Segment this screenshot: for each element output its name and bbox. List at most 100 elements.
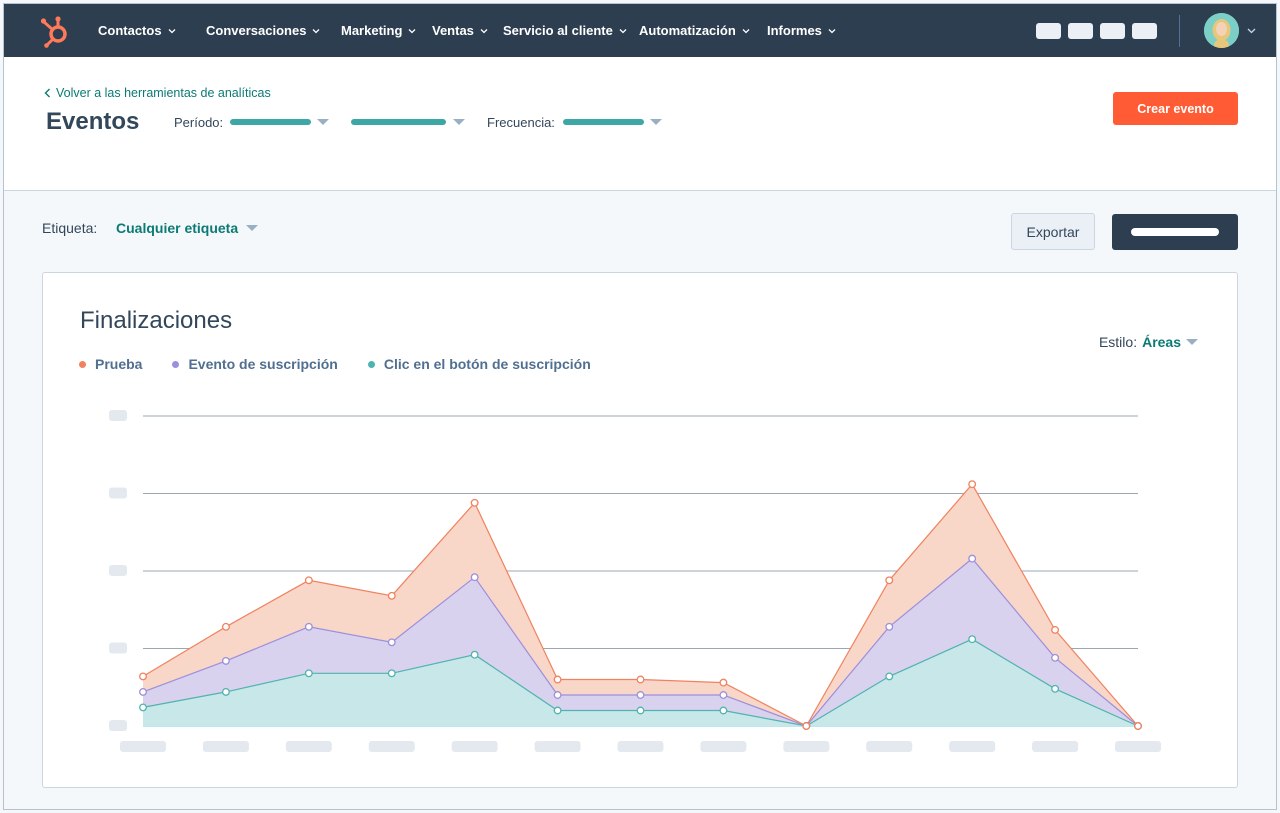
data-point bbox=[221, 687, 230, 696]
legend-item-suscripcion[interactable]: Evento de suscripción bbox=[172, 356, 338, 372]
y-tick-label bbox=[109, 410, 127, 421]
data-point bbox=[802, 722, 811, 730]
x-tick-label bbox=[285, 741, 332, 752]
tag-filter-select[interactable]: Cualquier etiqueta bbox=[116, 220, 238, 236]
chart-style-selector[interactable]: Estilo: Áreas bbox=[1099, 334, 1199, 350]
help-icon[interactable] bbox=[1068, 22, 1093, 39]
page-header: Volver a las herramientas de analíticas … bbox=[4, 57, 1276, 191]
button-label-placeholder bbox=[1131, 228, 1219, 236]
x-tick-label bbox=[700, 741, 747, 752]
y-tick-label bbox=[109, 565, 127, 576]
data-point bbox=[553, 691, 562, 699]
legend-item-prueba[interactable]: Prueba bbox=[79, 356, 142, 372]
data-point bbox=[968, 480, 977, 489]
frequency-select[interactable] bbox=[563, 119, 644, 125]
x-tick-label bbox=[368, 741, 415, 752]
tag-filter-value: Cualquier etiqueta bbox=[116, 220, 239, 236]
data-point bbox=[885, 622, 894, 631]
series-area-1 bbox=[143, 558, 1138, 726]
chevron-down-icon bbox=[312, 28, 320, 33]
divider bbox=[1179, 14, 1180, 47]
style-label: Estilo: bbox=[1098, 334, 1138, 350]
x-tick-label bbox=[617, 741, 664, 752]
chevron-down-icon bbox=[168, 28, 176, 33]
data-point bbox=[719, 678, 728, 687]
marketplace-icon[interactable] bbox=[1036, 22, 1061, 39]
legend-label: Prueba bbox=[95, 356, 143, 372]
data-point bbox=[636, 675, 645, 684]
chart-legend: Prueba Evento de suscripción Clic en el … bbox=[79, 356, 621, 372]
app-window: Contactos Conversaciones Marketing Venta… bbox=[3, 3, 1277, 810]
page-title: Eventos bbox=[46, 108, 140, 135]
back-to-analytics-link[interactable]: Volver a las herramientas de analíticas bbox=[44, 86, 271, 100]
caret-down-icon[interactable] bbox=[650, 119, 662, 125]
data-point bbox=[968, 635, 977, 644]
card-title: Finalizaciones bbox=[80, 307, 233, 334]
avatar[interactable] bbox=[1204, 13, 1239, 48]
chevron-down-icon bbox=[619, 28, 627, 33]
legend-label: Clic en el botón de suscripción bbox=[383, 356, 591, 372]
settings-icon[interactable] bbox=[1100, 22, 1125, 39]
period-range-select[interactable] bbox=[351, 119, 446, 125]
legend-dot bbox=[367, 360, 375, 368]
nav-item-label: Automatización bbox=[639, 23, 736, 38]
x-tick-label bbox=[534, 741, 581, 752]
caret-down-icon[interactable] bbox=[246, 225, 258, 231]
x-tick-label bbox=[783, 741, 830, 752]
nav-item-label: Conversaciones bbox=[206, 23, 307, 38]
data-point bbox=[221, 656, 230, 665]
x-tick-label bbox=[949, 741, 996, 752]
data-point bbox=[1134, 722, 1142, 730]
chevron-down-icon[interactable] bbox=[1247, 26, 1256, 35]
data-point bbox=[304, 576, 313, 585]
create-event-button[interactable]: Crear evento bbox=[1113, 92, 1238, 125]
nav-item-contacts[interactable]: Contactos bbox=[98, 23, 206, 38]
legend-item-clic[interactable]: Clic en el botón de suscripción bbox=[367, 356, 591, 372]
data-point bbox=[470, 498, 479, 507]
data-point bbox=[968, 554, 977, 563]
main-menu: Contactos Conversaciones Marketing Venta… bbox=[98, 4, 836, 57]
chevron-down-icon bbox=[828, 28, 836, 33]
data-point bbox=[470, 573, 479, 582]
y-tick-label bbox=[109, 642, 127, 654]
data-point bbox=[304, 622, 313, 631]
data-point bbox=[719, 691, 728, 699]
nav-item-sales[interactable]: Ventas bbox=[432, 23, 503, 38]
data-point bbox=[1051, 653, 1060, 662]
notifications-icon[interactable] bbox=[1132, 22, 1157, 39]
caret-down-icon[interactable] bbox=[453, 119, 465, 125]
nav-item-automation[interactable]: Automatización bbox=[639, 23, 767, 38]
period-start-select[interactable] bbox=[230, 119, 311, 125]
x-tick-label bbox=[120, 741, 166, 752]
data-point bbox=[139, 703, 147, 712]
legend-dot bbox=[79, 360, 86, 368]
data-point bbox=[387, 669, 396, 678]
nav-item-reports[interactable]: Informes bbox=[767, 23, 836, 38]
nav-item-label: Marketing bbox=[341, 23, 403, 38]
data-point bbox=[139, 687, 147, 696]
hubspot-logo-icon[interactable] bbox=[38, 13, 74, 49]
frequency-label: Frecuencia: bbox=[487, 115, 555, 130]
completions-card: Finalizaciones Prueba Evento de suscripc… bbox=[42, 272, 1238, 788]
nav-item-customer-service[interactable]: Servicio al cliente bbox=[503, 23, 639, 38]
data-point bbox=[636, 691, 645, 699]
primary-action-button[interactable] bbox=[1112, 214, 1238, 250]
data-point bbox=[387, 638, 396, 647]
nav-item-conversations[interactable]: Conversaciones bbox=[206, 23, 341, 38]
completions-area-chart bbox=[109, 410, 1161, 752]
caret-down-icon bbox=[1186, 339, 1198, 345]
chevron-down-icon bbox=[408, 28, 416, 33]
back-link-label: Volver a las herramientas de analíticas bbox=[56, 86, 271, 100]
top-navigation: Contactos Conversaciones Marketing Venta… bbox=[4, 4, 1276, 57]
nav-item-label: Informes bbox=[767, 23, 822, 38]
data-point bbox=[387, 591, 396, 600]
y-tick-label bbox=[109, 487, 127, 499]
user-portrait-icon bbox=[1204, 13, 1239, 48]
nav-item-marketing[interactable]: Marketing bbox=[341, 23, 432, 38]
data-point bbox=[470, 650, 479, 659]
nav-utilities bbox=[1029, 4, 1256, 57]
chevron-left-icon bbox=[44, 88, 50, 98]
x-tick-label bbox=[202, 741, 249, 752]
export-button[interactable]: Exportar bbox=[1011, 213, 1095, 250]
caret-down-icon[interactable] bbox=[317, 119, 329, 125]
